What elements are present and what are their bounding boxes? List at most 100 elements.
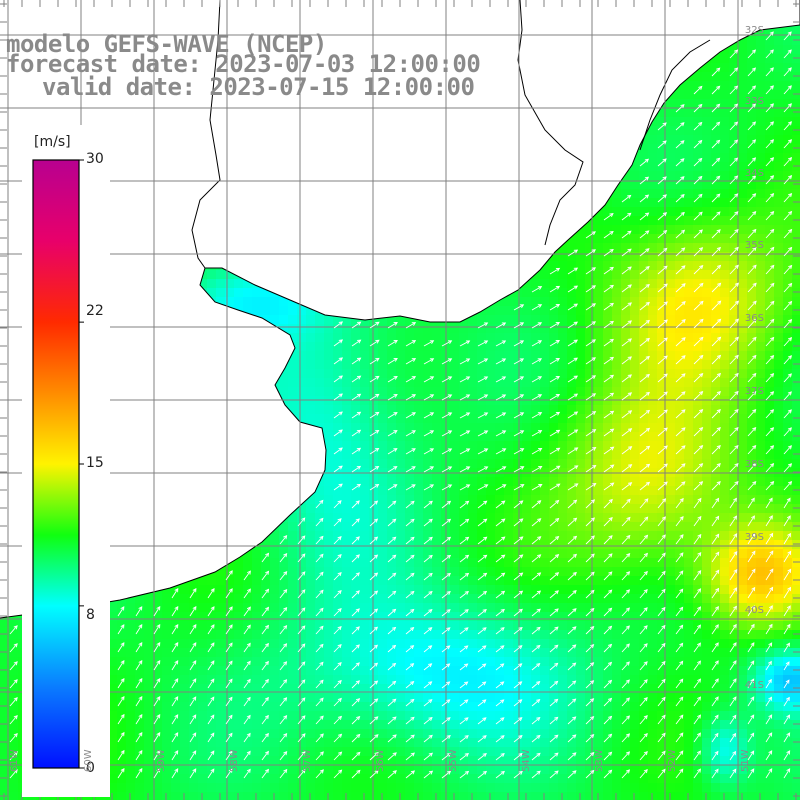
wind-arrow bbox=[423, 699, 433, 707]
lon-label: 53W bbox=[594, 749, 605, 772]
wind-arrow bbox=[585, 303, 597, 311]
wind-arrow bbox=[657, 534, 666, 545]
lat-label: 36S bbox=[744, 313, 764, 324]
wind-arrow bbox=[387, 536, 397, 545]
wind-arrow bbox=[387, 484, 398, 491]
wind-arrow bbox=[477, 340, 489, 347]
wind-arrow bbox=[459, 645, 469, 653]
wind-arrow bbox=[495, 753, 505, 761]
wind-arrow bbox=[459, 500, 470, 509]
wind-arrow bbox=[441, 681, 451, 689]
wind-arrow bbox=[171, 624, 179, 635]
wind-arrow bbox=[315, 733, 324, 743]
wind-arrow bbox=[603, 302, 614, 311]
wind-arrow bbox=[351, 518, 360, 527]
wind-arrow bbox=[423, 554, 433, 563]
wind-arrow bbox=[567, 447, 579, 455]
wind-arrow bbox=[369, 321, 380, 329]
wind-arrow bbox=[279, 697, 288, 707]
wind-arrow bbox=[621, 284, 632, 293]
wind-arrow bbox=[531, 394, 543, 401]
wind-arrow bbox=[729, 318, 739, 329]
wind-arrow bbox=[495, 608, 505, 617]
wind-arrow bbox=[531, 572, 542, 581]
wind-arrow bbox=[549, 698, 559, 707]
wind-arrow bbox=[657, 283, 668, 293]
wind-arrow bbox=[477, 554, 488, 563]
wind-arrow bbox=[297, 733, 306, 743]
wind-arrow bbox=[531, 663, 541, 671]
wind-arrow bbox=[153, 606, 161, 617]
wind-arrow bbox=[765, 642, 773, 653]
wind-arrow bbox=[135, 606, 143, 617]
wind-arrow bbox=[765, 480, 775, 491]
wind-arrow bbox=[369, 590, 379, 599]
wind-arrow bbox=[567, 626, 577, 635]
wind-arrow bbox=[243, 642, 251, 653]
wind-arrow bbox=[585, 625, 595, 635]
wind-arrow bbox=[675, 678, 684, 689]
wind-arrow bbox=[639, 732, 648, 743]
wind-arrow bbox=[783, 49, 792, 59]
wind-arrow bbox=[387, 357, 398, 365]
wind-arrow bbox=[693, 211, 703, 221]
wind-arrow bbox=[657, 301, 668, 311]
wind-arrow bbox=[783, 586, 791, 599]
wind-arrow bbox=[621, 607, 630, 617]
wind-arrow bbox=[765, 121, 774, 131]
wind-arrow bbox=[657, 714, 666, 725]
wind-arrow bbox=[639, 230, 650, 239]
wind-arrow bbox=[441, 663, 451, 671]
wind-arrow bbox=[153, 750, 161, 761]
wind-arrow bbox=[693, 678, 701, 689]
wind-arrow bbox=[387, 698, 397, 707]
wind-arrow bbox=[369, 447, 380, 455]
wind-arrow bbox=[585, 321, 596, 329]
wind-arrow bbox=[351, 393, 362, 401]
wind-arrow bbox=[171, 714, 179, 725]
wind-arrow bbox=[477, 518, 488, 527]
wind-arrow bbox=[315, 715, 324, 725]
wind-arrow bbox=[711, 732, 719, 743]
wind-arrow bbox=[729, 67, 739, 77]
wind-arrow bbox=[351, 608, 360, 617]
wind-arrow bbox=[333, 589, 342, 599]
wind-arrow bbox=[243, 768, 251, 779]
wind-arrow bbox=[171, 678, 179, 689]
wind-arrow bbox=[405, 376, 417, 383]
wind-arrow bbox=[369, 393, 380, 401]
wind-arrow bbox=[675, 122, 685, 131]
colorbar-tick: 0 bbox=[86, 760, 95, 776]
wind-arrow bbox=[711, 678, 719, 689]
wind-arrow bbox=[603, 248, 614, 257]
wind-arrow bbox=[207, 606, 215, 617]
wind-arrow bbox=[441, 536, 452, 545]
wind-arrow bbox=[585, 499, 596, 509]
wind-arrow bbox=[261, 732, 269, 743]
wind-arrow bbox=[333, 715, 343, 725]
wind-arrow bbox=[639, 625, 648, 635]
wind-arrow bbox=[405, 358, 417, 365]
wind-arrow bbox=[477, 735, 487, 743]
wind-arrow bbox=[693, 732, 701, 743]
wind-arrow bbox=[765, 605, 773, 617]
wind-arrow bbox=[765, 660, 772, 671]
wind-arrow bbox=[747, 480, 757, 491]
wind-arrow bbox=[387, 466, 398, 473]
wind-arrow bbox=[153, 624, 161, 635]
wind-arrow bbox=[441, 376, 453, 383]
wind-arrow bbox=[495, 340, 507, 347]
wind-arrow bbox=[657, 445, 668, 455]
wind-arrow bbox=[729, 550, 738, 563]
wind-arrow bbox=[549, 393, 561, 401]
wind-arrow bbox=[261, 606, 270, 617]
wind-arrow bbox=[729, 696, 737, 707]
wind-arrow bbox=[729, 568, 738, 581]
wind-arrow bbox=[729, 768, 737, 779]
wind-arrow bbox=[639, 570, 648, 581]
wind-arrow bbox=[567, 680, 577, 689]
wind-arrow bbox=[477, 484, 489, 491]
wind-arrow bbox=[225, 750, 233, 761]
wind-arrow bbox=[711, 139, 721, 149]
wind-arrow bbox=[171, 660, 179, 671]
